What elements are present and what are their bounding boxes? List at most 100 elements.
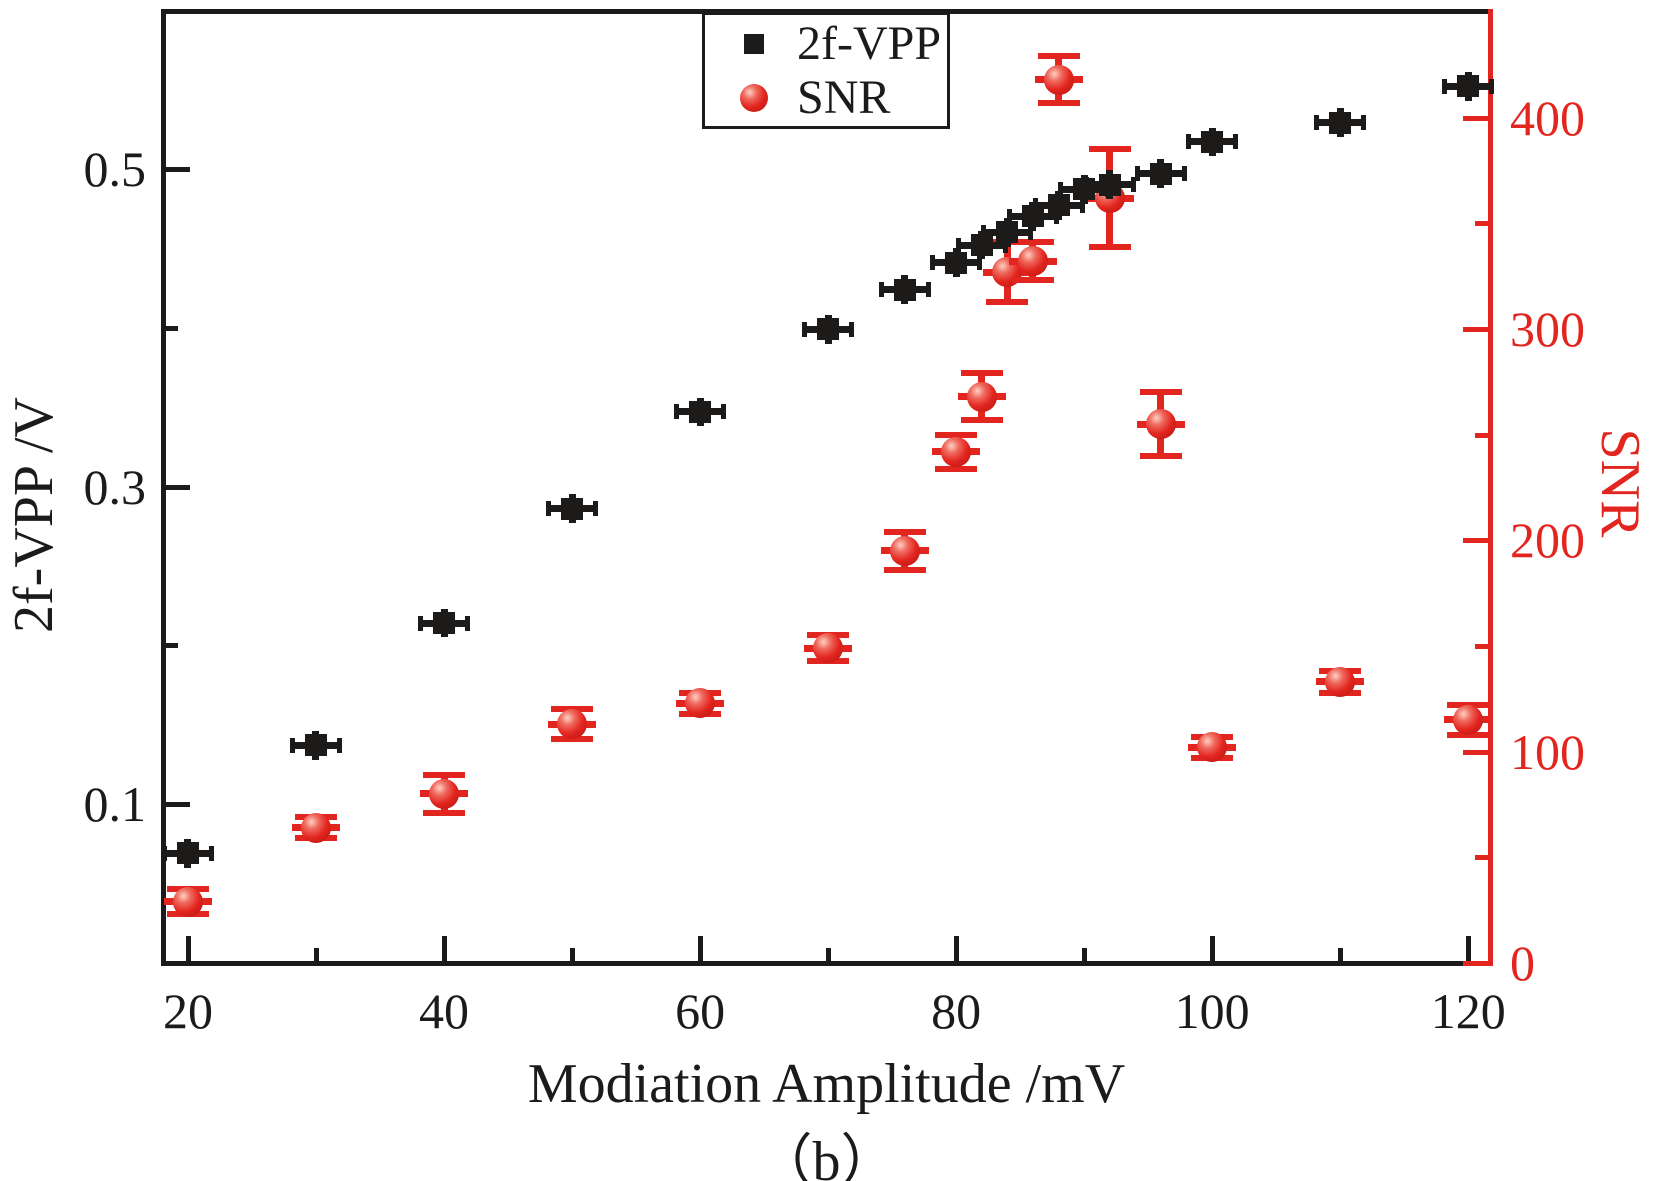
x-axis-tick-label: 60	[675, 983, 726, 1039]
error-bar-cap	[977, 255, 983, 271]
error-bar-cap	[955, 237, 961, 253]
legend-label-snr: SNR	[797, 70, 891, 124]
x-axis-minor-tick	[313, 948, 319, 963]
sphere-marker-icon	[557, 709, 588, 740]
error-bar-cap	[1139, 389, 1182, 396]
legend: 2f-VPP SNR	[702, 12, 950, 129]
right-axis-minor-tick	[1475, 221, 1490, 227]
error-bar-cap	[1442, 78, 1448, 94]
error-bar-cap	[1037, 53, 1080, 60]
right-axis-major-tick	[1463, 115, 1490, 121]
top-axis-line	[161, 9, 1493, 14]
right-axis-tick-label: 100	[1510, 723, 1585, 780]
error-bar-cap	[1361, 115, 1367, 131]
error-bar-cap	[423, 771, 466, 778]
x-axis-major-tick	[185, 936, 191, 963]
error-bar-cap	[721, 404, 727, 420]
right-axis-minor-tick	[1475, 855, 1490, 861]
right-axis-line	[1488, 9, 1493, 966]
x-axis-major-tick	[698, 936, 704, 963]
left-axis-tick-label: 0.3	[83, 458, 147, 515]
legend-item-2f-vpp: 2f-VPP	[739, 16, 947, 70]
left-axis-tick-label: 0.5	[83, 140, 147, 197]
error-bar-cap	[1011, 277, 1054, 284]
square-marker-icon	[1457, 75, 1480, 98]
error-bar-cap	[935, 465, 978, 472]
error-bar-cap	[551, 736, 594, 742]
error-bar-cap	[1186, 134, 1192, 150]
error-bar-cap	[546, 501, 552, 517]
left-axis-title: 2f-VPP /V	[3, 397, 65, 633]
right-axis-major-tick	[1463, 749, 1490, 755]
error-bar-cap	[849, 321, 855, 337]
left-axis-major-tick	[163, 484, 190, 490]
subfigure-label: （b）	[756, 1131, 897, 1181]
x-axis-minor-tick	[570, 948, 576, 963]
square-marker-icon	[304, 734, 327, 757]
error-bar-cap	[1134, 166, 1140, 182]
square-marker-icon	[893, 278, 916, 301]
square-marker-icon	[945, 251, 968, 274]
error-bar-cap	[1006, 208, 1012, 224]
error-bar-cap	[1139, 452, 1182, 459]
error-bar-cap	[418, 615, 424, 631]
error-bar-cap	[1011, 239, 1054, 246]
error-bar-cap	[802, 321, 808, 337]
x-axis-tick-label: 20	[162, 983, 213, 1039]
left-axis-tick-label: 0.1	[83, 776, 147, 833]
left-axis-minor-tick	[163, 325, 178, 331]
square-marker-icon	[744, 33, 764, 54]
sphere-marker-icon	[740, 83, 768, 112]
error-bar-cap	[1130, 177, 1136, 193]
error-bar-cap	[289, 737, 295, 753]
x-axis-major-tick	[1466, 936, 1472, 963]
square-marker-icon	[561, 497, 584, 520]
error-bar-cap	[883, 528, 926, 535]
square-marker-icon	[1098, 173, 1121, 196]
left-axis-major-tick	[163, 166, 190, 172]
bottom-axis-line	[161, 961, 1493, 966]
square-marker-icon	[970, 234, 993, 257]
x-axis-major-tick	[954, 936, 960, 963]
error-bar-cap	[1079, 197, 1085, 213]
error-bar-cap	[336, 737, 342, 753]
sphere-marker-icon	[300, 812, 331, 843]
error-bar-cap	[878, 282, 884, 298]
sphere-marker-icon	[941, 436, 972, 467]
x-axis-tick-label: 40	[419, 983, 470, 1039]
sphere-marker-icon	[1043, 64, 1074, 95]
error-bar-cap	[465, 615, 471, 631]
error-bar-cap	[925, 282, 931, 298]
error-bar-cap	[674, 404, 680, 420]
error-bar-cap	[1233, 134, 1239, 150]
error-bar-cap	[986, 298, 1029, 305]
x-axis-major-tick	[442, 936, 448, 963]
error-bar-cap	[960, 416, 1003, 423]
square-marker-icon	[1201, 130, 1224, 153]
error-bar-cap	[1489, 78, 1495, 94]
x-axis-major-tick	[1210, 936, 1216, 963]
sphere-marker-icon	[172, 886, 203, 917]
x-axis-tick-label: 120	[1430, 983, 1506, 1039]
square-marker-icon	[817, 318, 840, 341]
error-bar-cap	[161, 845, 167, 861]
legend-label-2f-vpp: 2f-VPP	[797, 16, 942, 70]
square-marker-icon	[176, 842, 199, 865]
square-marker-icon	[1329, 111, 1352, 134]
sphere-marker-icon	[429, 778, 460, 809]
x-axis-minor-tick	[1082, 948, 1088, 963]
sphere-marker-icon	[966, 381, 997, 412]
square-marker-icon	[1047, 194, 1070, 217]
sphere-marker-icon	[1453, 704, 1484, 735]
x-axis-tick-label: 100	[1174, 983, 1250, 1039]
error-bar-cap	[930, 255, 936, 271]
x-axis-minor-tick	[1338, 948, 1344, 963]
error-bar-cap	[593, 501, 599, 517]
x-axis-tick-label: 80	[931, 983, 982, 1039]
error-bar-cap	[1181, 166, 1187, 182]
error-bar-cap	[1058, 181, 1064, 197]
sphere-marker-icon	[813, 633, 844, 664]
right-axis-minor-tick	[1475, 644, 1490, 650]
